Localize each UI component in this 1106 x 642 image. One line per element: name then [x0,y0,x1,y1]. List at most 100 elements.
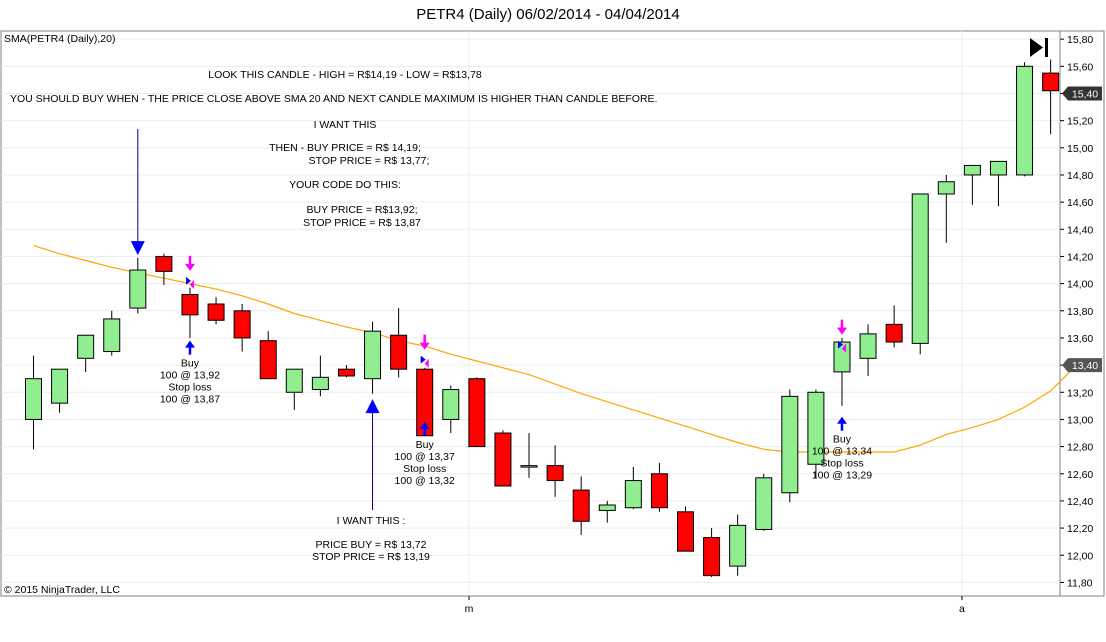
candle-body [364,330,382,380]
y-tick-label: 14,60 [1067,197,1093,209]
candle-body [729,524,747,567]
buy-arrow-icon [419,422,430,430]
candle [364,321,382,394]
candle-body [1042,72,1060,92]
candle-body [963,164,981,176]
y-tick-label: 13,80 [1067,306,1093,318]
candle-body [989,160,1007,176]
candle [25,355,42,450]
candle [1016,62,1034,177]
candle-body [520,465,538,468]
candle-body [77,334,95,359]
candle [650,462,668,512]
y-tick-label: 11,80 [1067,577,1093,589]
note-line-5: STOP PRICE = R$ 13,77; [309,155,430,167]
candle-body [807,391,825,465]
y-tick-label: 14,40 [1067,224,1093,236]
entry-mark-icon [420,355,426,364]
candle-body [546,465,564,482]
buy-label: Stop loss [168,382,211,394]
candle-body [103,318,121,353]
note-line-6: YOUR CODE DO THIS: [289,179,401,191]
candle [103,310,121,356]
note-line-2: YOU SHOULD BUY WHEN - THE PRICE CLOSE AB… [10,93,657,105]
candle-body [233,310,251,339]
scroll-to-end-icon[interactable] [1030,38,1048,57]
candle-body [285,368,303,393]
candle [624,466,642,510]
candle [703,528,721,577]
buy-arrow-icon [836,416,847,424]
y-tick-label: 15,00 [1067,143,1093,155]
buy-label: Buy [181,358,200,370]
candle [859,324,877,376]
buy-label: 100 @ 13,87 [160,394,220,406]
buy-label: Buy [416,439,435,451]
candle-body [468,378,486,448]
buy-label: 100 @ 13,92 [160,370,220,382]
candle-body [155,255,173,272]
indicator-label: SMA(PETR4 (Daily),20) [4,33,115,45]
candle [546,445,564,497]
candle [311,355,329,397]
candle [833,337,851,406]
y-tick-label: 14,20 [1067,251,1093,263]
candle [51,368,69,413]
candle-body [781,395,799,494]
y-tick-label: 15,20 [1067,116,1093,128]
gridlines [1,31,1060,596]
y-tick-label: 13,60 [1067,333,1093,345]
candle [911,193,929,355]
candle-body [624,480,642,509]
candle-body [859,333,877,359]
lower-note-1: I WANT THIS : [337,515,406,527]
y-tick-label: 15,60 [1067,61,1093,73]
annotation-arrows [130,129,380,510]
candle [729,514,747,576]
candle-body [129,269,147,309]
note-line-1: LOOK THIS CANDLE - HIGH = R$14,19 - LOW … [208,69,482,81]
lower-note-3: STOP PRICE = R$ 13,19 [312,551,430,563]
candle-body [442,389,460,420]
x-tick-label: m [465,603,474,615]
candle [989,160,1007,207]
note-line-3: I WANT THIS [314,119,377,131]
candle [885,305,903,348]
y-tick-label: 12,40 [1067,496,1093,508]
y-axis: 15,8015,6015,4015,2015,0014,8014,6014,40… [1060,34,1093,589]
buy-arrow-icon [184,340,195,348]
candle [468,377,486,448]
chart-title: PETR4 (Daily) 06/02/2014 - 04/04/2014 [416,6,680,23]
annotation-arrow-up-icon [365,399,380,414]
sma-20-line [33,245,1078,453]
candle-body [51,368,69,404]
candle [259,331,277,380]
y-tick-label: 14,80 [1067,170,1093,182]
candle-body [311,376,329,391]
last-price-marker [1062,86,1102,101]
candle [337,365,355,378]
candle-body [572,489,590,522]
candle [77,334,95,372]
candle [390,308,408,378]
exit-mark-icon [841,343,846,353]
candle-body [911,193,929,344]
y-tick-label: 12,00 [1067,550,1093,562]
candle-body [598,504,616,511]
candle-body [677,511,694,552]
x-tick-label: a [959,603,965,615]
candle [129,257,147,314]
buy-label: 100 @ 13,34 [812,446,872,458]
annotation-arrow-down-icon [130,241,145,256]
candle [677,506,694,552]
candle-body [25,378,42,420]
buy-label: 100 @ 13,32 [395,475,455,487]
plot-area [0,30,1061,597]
candle [442,385,460,434]
candle [963,164,981,205]
y-tick-label: 15,80 [1067,34,1093,46]
